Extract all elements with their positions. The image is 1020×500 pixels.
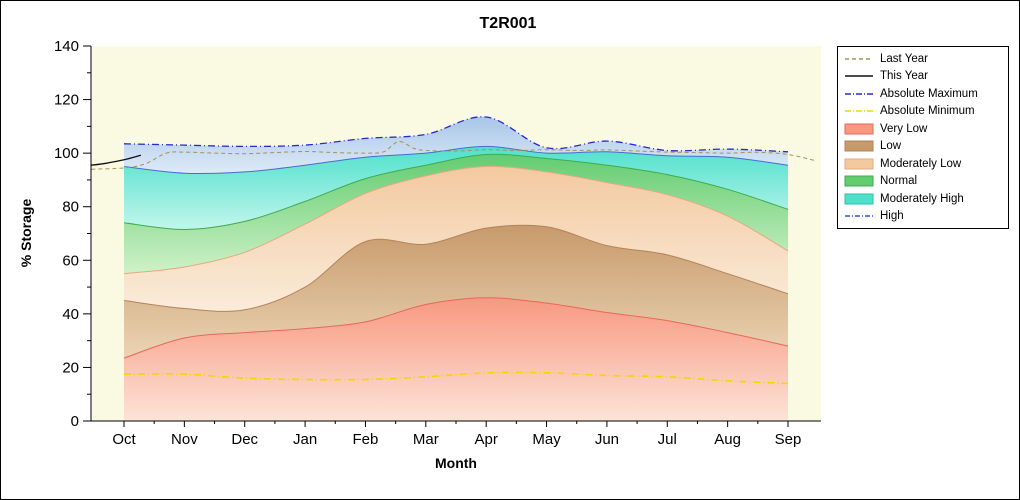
x-tick-label: Sep — [775, 431, 802, 448]
line-absolute-maximum — [123, 116, 789, 153]
line-absolute-minimum — [123, 371, 789, 385]
legend-item-this-year: This Year — [844, 68, 1002, 86]
legend-label: Moderately High — [880, 192, 964, 205]
x-axis-label: Month — [435, 455, 477, 471]
legend-line-sample-icon — [845, 215, 873, 217]
zone-normal — [124, 154, 788, 274]
legend-label: Absolute Maximum — [880, 87, 978, 100]
x-tick-label: Dec — [231, 431, 258, 448]
zone-very-low — [124, 297, 788, 421]
legend-swatch-icon — [844, 158, 874, 170]
legend-item-very-low: Very Low — [844, 120, 1002, 138]
line-this-year — [91, 154, 142, 166]
y-tick-label: 100 — [54, 145, 79, 162]
legend-item-last-year: Last Year — [844, 50, 1002, 68]
legend-label: Absolute Minimum — [880, 105, 975, 118]
zone-edge-very-low — [123, 297, 789, 359]
y-tick-label: 40 — [62, 306, 79, 323]
legend-line-sample-icon — [845, 110, 873, 112]
y-tick-label: 0 — [71, 413, 79, 430]
zone-edge-normal — [123, 153, 789, 231]
legend-swatch-icon — [844, 175, 874, 187]
legend-swatch-icon — [844, 123, 874, 135]
x-tick-label: Apr — [475, 431, 498, 448]
x-tick-label: Feb — [353, 431, 379, 448]
legend-swatch-icon — [844, 140, 874, 152]
legend-label: Very Low — [880, 122, 928, 135]
legend-label: Moderately Low — [880, 157, 962, 170]
legend-label: Normal — [880, 175, 918, 188]
x-tick-label: Aug — [714, 431, 741, 448]
x-tick-label: Jul — [658, 431, 677, 448]
legend-line-sample-icon — [845, 93, 873, 95]
chart-title: T2R001 — [480, 15, 537, 32]
zone-edge-moderately-high — [123, 145, 789, 175]
legend-label: This Year — [880, 70, 928, 83]
legend-item-moderately-high: Moderately High — [844, 190, 1002, 208]
legend-line-sample-icon — [845, 75, 873, 77]
zone-low — [124, 225, 788, 359]
legend-box: Last Year This Year Absolute Maximum Absolu… — [837, 46, 1009, 229]
chart-layers: 0 20 40 60 80 100 120 140 Oct Nov Dec Jan Feb Mar Apr M… — [54, 38, 821, 448]
legend-item-normal: Normal — [844, 173, 1002, 191]
legend-label: High — [880, 210, 904, 223]
y-tick-label: 120 — [54, 92, 79, 109]
legend-label: Last Year — [880, 52, 928, 65]
legend-line-sample-icon — [845, 58, 873, 60]
legend-item-absolute-minimum: Absolute Minimum — [844, 103, 1002, 121]
zone-high — [124, 116, 788, 174]
y-axis-label: % Storage — [18, 199, 34, 268]
x-tick-label: May — [532, 431, 561, 448]
y-tick-label: 80 — [62, 199, 79, 216]
x-tick-label: Jun — [595, 431, 619, 448]
legend-item-low: Low — [844, 138, 1002, 156]
legend-swatch-icon — [844, 193, 874, 205]
x-tick-label: Jan — [293, 431, 317, 448]
zone-moderately-low — [124, 166, 788, 312]
x-tick-label: Mar — [413, 431, 439, 448]
zone-edge-moderately-low — [123, 165, 789, 275]
zone-edge-low — [123, 224, 789, 312]
legend-label: Low — [880, 140, 902, 153]
legend-item-absolute-maximum: Absolute Maximum — [844, 85, 1002, 103]
legend-item-moderately-low: Moderately Low — [844, 155, 1002, 173]
y-tick-label: 20 — [62, 359, 79, 376]
y-tick-label: 140 — [54, 38, 79, 55]
x-tick-label: Nov — [171, 431, 198, 448]
x-tick-label: Oct — [112, 431, 136, 448]
legend-item-high: High — [844, 208, 1002, 226]
y-tick-label: 60 — [62, 252, 79, 269]
